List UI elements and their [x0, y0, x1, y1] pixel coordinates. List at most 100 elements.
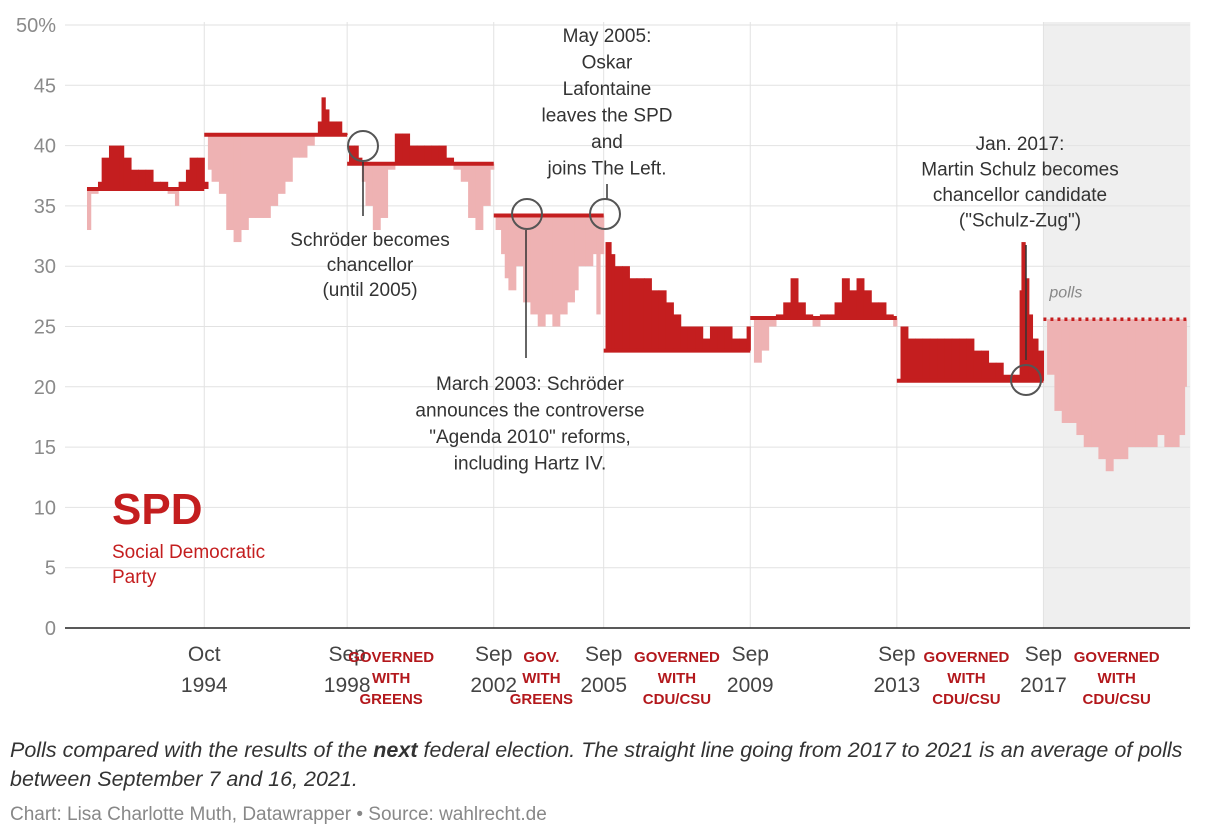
party-legend: SPD Social Democratic Party: [112, 486, 312, 590]
poll-bar: [981, 350, 990, 381]
poll-bar: [592, 215, 597, 255]
x-tick-month: Sep: [475, 643, 512, 666]
poll-bar: [878, 302, 887, 319]
x-tick-year: 2013: [873, 674, 920, 697]
poll-bar: [1037, 350, 1045, 381]
poll-bar: [402, 133, 411, 164]
poll-bar: [255, 134, 264, 218]
poll-bar: [167, 189, 176, 194]
y-tick-label: 50%: [16, 15, 56, 37]
government-label: WITH: [1098, 670, 1136, 687]
poll-bar: [178, 181, 187, 190]
poll-bar: [1135, 319, 1143, 448]
poll-bar: [1014, 374, 1021, 381]
poll-bar: [1010, 374, 1015, 381]
poll-bar: [731, 338, 740, 351]
y-tick-label: 45: [34, 75, 56, 97]
poll-bar: [277, 134, 286, 194]
poll-bar: [460, 163, 469, 182]
poll-bar: [951, 338, 960, 381]
x-tick-year: 1998: [324, 674, 371, 697]
poll-bar: [915, 338, 924, 381]
poll-bar: [336, 121, 343, 135]
poll-bar: [1120, 319, 1129, 460]
government-label: CDU/CSU: [643, 691, 711, 708]
poll-bar: [495, 215, 502, 231]
annotation-circle: [511, 198, 543, 230]
poll-bar: [1069, 319, 1078, 423]
annotation-text: chancellor candidate: [933, 185, 1107, 206]
poll-bar: [145, 169, 154, 190]
y-tick-label: 40: [34, 136, 56, 158]
poll-bar: [207, 134, 213, 170]
poll-bar: [797, 302, 806, 319]
government-label: GOV.: [523, 649, 559, 666]
poll-bar: [416, 145, 425, 164]
poll-bar: [545, 215, 553, 315]
poll-bar: [1184, 319, 1187, 387]
poll-bar: [189, 157, 198, 190]
poll-bar: [1179, 319, 1186, 436]
poll-bar: [605, 242, 612, 351]
government-label: GREENS: [359, 691, 422, 708]
poll-bar: [922, 338, 931, 381]
poll-bar: [409, 145, 418, 164]
annotation-text: "Agenda 2010" reforms,: [429, 427, 631, 448]
poll-bar: [1003, 374, 1012, 381]
x-tick-month: Sep: [585, 643, 622, 666]
annotation-circle: [347, 130, 379, 162]
x-tick-year: 2017: [1020, 674, 1067, 697]
spd-poll-chart: polls 50% 45 40 35 30 25 20 15 10 5 0 Oct 1994 Sep 199…: [16, 15, 1191, 708]
poll-bar: [783, 302, 792, 319]
poll-bar: [724, 326, 733, 351]
poll-bar: [380, 163, 389, 218]
x-tick-month: Sep: [1025, 643, 1062, 666]
poll-bar: [585, 215, 594, 267]
poll-bar: [702, 338, 711, 351]
poll-bar: [636, 278, 645, 351]
poll-bar: [871, 302, 880, 319]
notes-emphasis: next: [373, 738, 418, 762]
poll-bar: [761, 318, 770, 351]
annotation-text: May 2005:: [563, 26, 652, 47]
poll-bar: [900, 326, 909, 381]
government-label: WITH: [658, 670, 696, 687]
poll-bar: [680, 326, 689, 351]
poll-bar: [665, 302, 674, 351]
poll-bar: [226, 134, 235, 231]
poll-bar: [1142, 319, 1151, 448]
y-tick-label: 15: [34, 437, 56, 459]
poll-bar: [262, 134, 271, 218]
poll-bar: [1091, 319, 1099, 448]
x-tick-year: 2002: [470, 674, 517, 697]
poll-bar: [973, 350, 982, 381]
poll-bar: [863, 290, 872, 319]
poll-bar: [138, 169, 147, 190]
poll-bar: [372, 163, 381, 231]
poll-bar: [929, 338, 938, 381]
government-label: CDU/CSU: [1083, 691, 1151, 708]
annotation-circle: [1010, 364, 1042, 396]
government-label: CDU/CSU: [932, 691, 1000, 708]
party-abbreviation: SPD: [112, 485, 203, 534]
poll-bar: [90, 189, 99, 194]
poll-bar: [907, 338, 916, 381]
poll-bar: [523, 215, 531, 303]
poll-bar: [354, 145, 359, 164]
poll-bar: [893, 318, 898, 327]
poll-bar: [1157, 319, 1165, 436]
x-tick-month: Oct: [188, 643, 221, 666]
poll-bar: [856, 278, 865, 319]
government-label: WITH: [947, 670, 985, 687]
annotation-text: ("Schulz-Zug"): [959, 211, 1081, 232]
poll-bar: [424, 145, 433, 164]
poll-bar: [1076, 319, 1085, 436]
poll-bar: [501, 215, 506, 255]
x-tick-year: 1994: [181, 674, 228, 697]
annotation-text: (until 2005): [322, 280, 417, 301]
annotation-text: leaves the SPD: [542, 106, 673, 127]
government-label: GOVERNED: [1074, 649, 1160, 666]
poll-bar: [1113, 319, 1121, 460]
poll-bar: [204, 181, 209, 190]
poll-bar: [438, 145, 447, 164]
